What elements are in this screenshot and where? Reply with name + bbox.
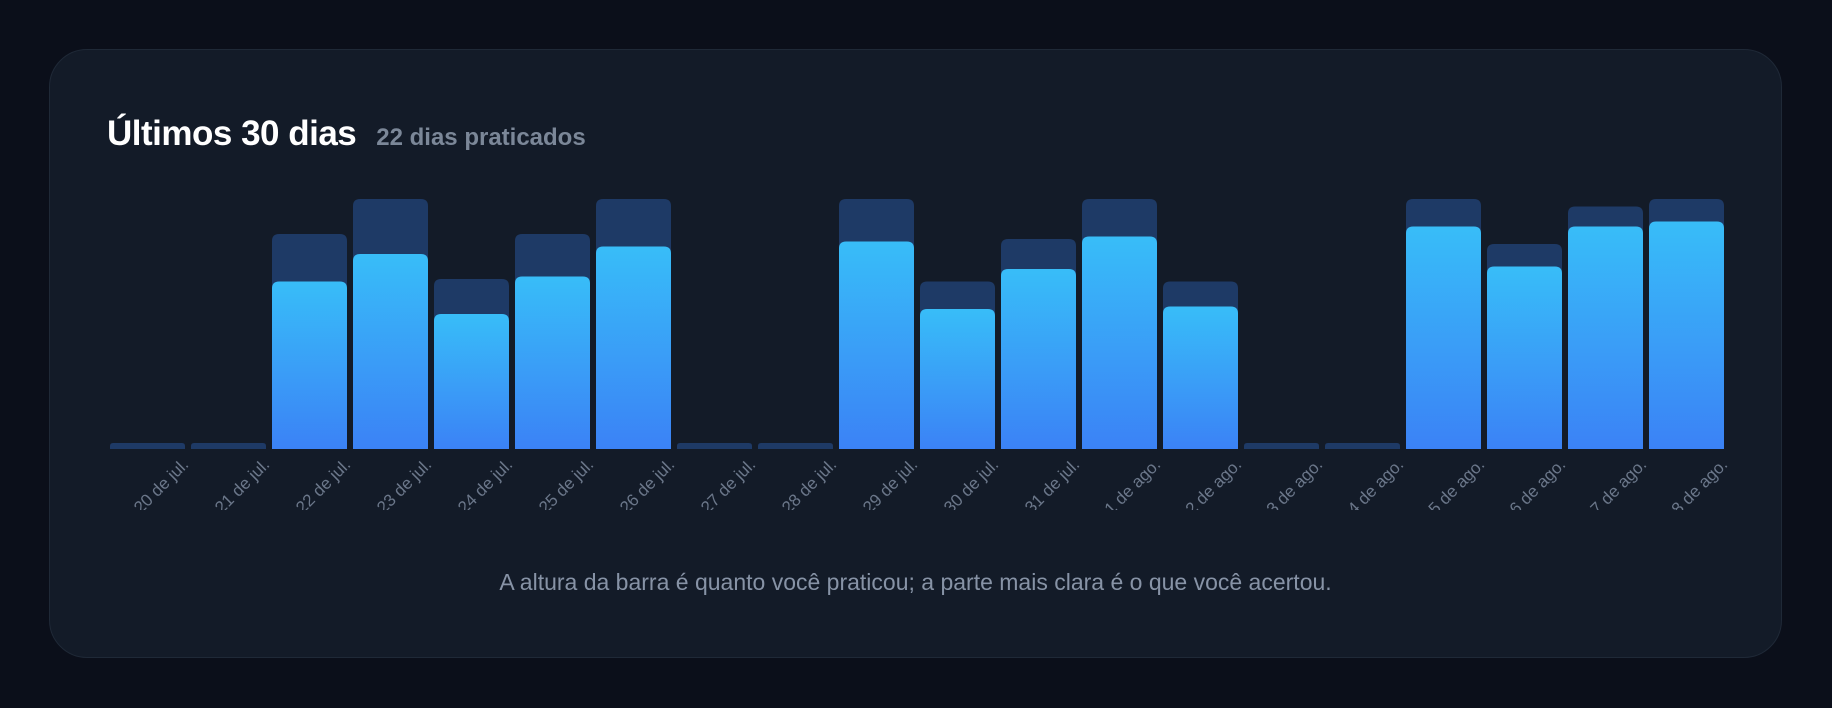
x-tick-label: 28 de jul. [778, 455, 840, 510]
x-tick-label: 7 de ago. [1587, 455, 1651, 510]
correct-bar [1082, 236, 1157, 449]
bar-chart: 20 de jul. 21 de jul. 22 de jul. 23 de jul.… [110, 199, 1732, 510]
empty-day-bar [191, 443, 266, 449]
x-tick-label: 21 de jul. [211, 455, 273, 510]
empty-day-bar [758, 443, 833, 449]
correct-bar [353, 254, 428, 449]
empty-day-bar [677, 443, 752, 449]
x-tick-label: 3 de ago. [1263, 455, 1327, 510]
correct-bar [1406, 226, 1481, 449]
empty-day-bar [1325, 443, 1400, 449]
chart-caption: A altura da barra é quanto você praticou… [499, 569, 1332, 595]
x-tick-label: 1 de ago. [1101, 455, 1165, 510]
x-tick-label: 6 de ago. [1506, 455, 1570, 510]
x-tick-label: 26 de jul. [616, 455, 678, 510]
chart-card: Últimos 30 dias 22 dias praticados 20 de… [49, 49, 1782, 658]
x-tick-label: 22 de jul. [292, 455, 354, 510]
x-tick-label: 5 de ago. [1425, 455, 1489, 510]
empty-day-bar [110, 443, 185, 449]
x-tick-label: 31 de jul. [1021, 455, 1083, 510]
correct-bar [272, 281, 347, 449]
correct-bar [1163, 306, 1238, 449]
correct-bar [1649, 221, 1724, 449]
x-tick-label: 30 de jul. [940, 455, 1002, 510]
correct-bar [839, 241, 914, 449]
x-tick-label: 2 de ago. [1182, 455, 1246, 510]
empty-day-bar [1244, 443, 1319, 449]
x-tick-label: 8 de ago. [1668, 455, 1732, 510]
x-tick-label: 23 de jul. [373, 455, 435, 510]
x-tick-label: 25 de jul. [535, 455, 597, 510]
correct-bar [920, 309, 995, 449]
chart-header: Últimos 30 dias 22 dias praticados [107, 114, 586, 154]
x-tick-label: 4 de ago. [1344, 455, 1408, 510]
correct-bar [1487, 266, 1562, 449]
correct-bar [1001, 269, 1076, 449]
correct-bar [434, 314, 509, 449]
x-tick-label: 27 de jul. [697, 455, 759, 510]
chart-title: Últimos 30 dias [107, 114, 357, 153]
correct-bar [596, 246, 671, 449]
x-tick-label: 29 de jul. [859, 455, 921, 510]
chart-subtitle: 22 dias praticados [376, 124, 586, 151]
correct-bar [515, 276, 590, 449]
x-tick-label: 24 de jul. [454, 455, 516, 510]
correct-bar [1568, 226, 1643, 449]
x-tick-label: 20 de jul. [130, 455, 192, 510]
